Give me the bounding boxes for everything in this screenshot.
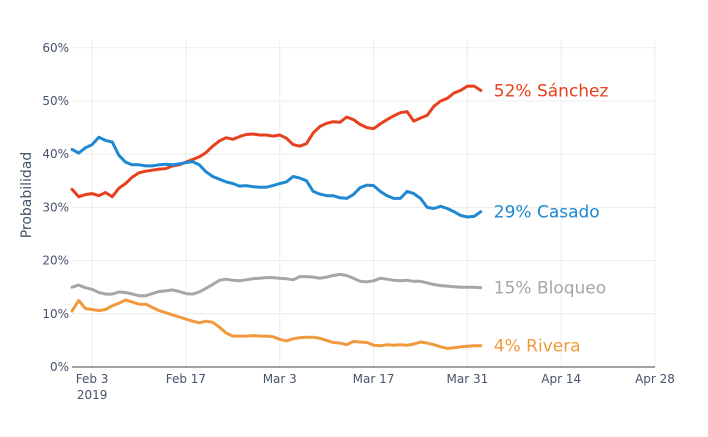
x-tick-label: Feb 17 xyxy=(166,372,206,386)
y-axis-label: Probabilidad xyxy=(19,152,35,239)
y-tick-label: 10% xyxy=(42,307,69,321)
end-label-casado: 29% Casado xyxy=(494,203,600,223)
x-tick-label: Mar 31 xyxy=(447,372,489,386)
y-tick-label: 0% xyxy=(50,360,69,374)
series-line-sanchez xyxy=(70,84,483,199)
x-tick-sublabel: 2019 xyxy=(77,388,108,402)
series-lines xyxy=(70,84,483,350)
y-tick-label: 50% xyxy=(42,94,69,108)
series-end-labels: 52% Sánchez 29% Casado 15% Bloqueo 4% River… xyxy=(494,81,609,356)
x-axis-ticks: Feb 3 2019 Feb 17 Mar 3 Mar 17 Mar 31 Apr 14 Ap… xyxy=(76,372,675,402)
y-axis-ticks: 0% 10% 20% 30% 40% 50% 60% xyxy=(42,41,69,374)
series-line-casado xyxy=(70,135,483,219)
y-tick-label: 40% xyxy=(42,147,69,161)
series-line-bloqueo xyxy=(70,272,483,298)
end-label-rivera: 4% Rivera xyxy=(494,337,581,357)
end-label-sanchez: 52% Sánchez xyxy=(494,81,609,101)
y-tick-label: 30% xyxy=(42,200,69,214)
end-label-bloqueo: 15% Bloqueo xyxy=(494,279,606,299)
x-tick-label: Mar 17 xyxy=(353,372,395,386)
x-tick-label: Feb 3 xyxy=(76,372,109,386)
series-line-rivera xyxy=(70,298,483,350)
y-tick-label: 20% xyxy=(42,254,69,268)
x-tick-label: Mar 3 xyxy=(263,372,297,386)
gridlines xyxy=(72,40,656,368)
y-tick-label: 60% xyxy=(42,41,69,55)
x-tick-label: Apr 14 xyxy=(541,372,581,386)
x-tick-label: Apr 28 xyxy=(635,372,675,386)
